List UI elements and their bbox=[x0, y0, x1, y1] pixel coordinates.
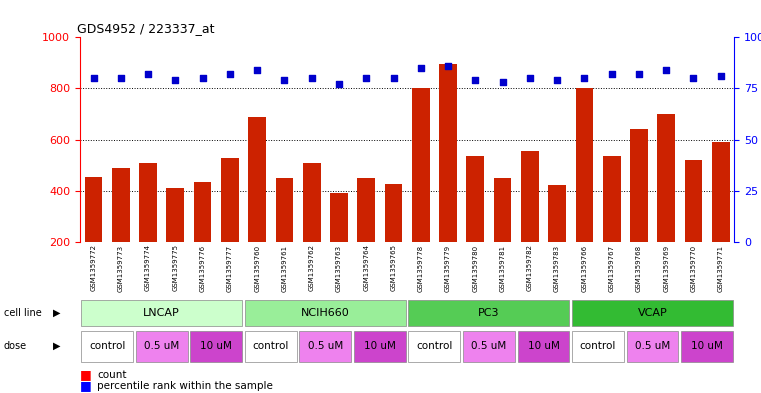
Text: 10 uM: 10 uM bbox=[200, 341, 232, 351]
Bar bbox=[139, 163, 157, 293]
Text: 10 uM: 10 uM bbox=[364, 341, 396, 351]
Bar bbox=[712, 142, 730, 293]
Text: cell line: cell line bbox=[4, 308, 42, 318]
Text: 10 uM: 10 uM bbox=[691, 341, 723, 351]
Bar bbox=[521, 151, 539, 293]
Text: GDS4952 / 223337_at: GDS4952 / 223337_at bbox=[77, 22, 214, 35]
Bar bbox=[275, 178, 293, 293]
Bar bbox=[221, 158, 239, 293]
Text: ▶: ▶ bbox=[53, 308, 61, 318]
Bar bbox=[439, 64, 457, 293]
Bar bbox=[575, 88, 594, 293]
Bar bbox=[572, 300, 733, 325]
Text: control: control bbox=[89, 341, 126, 351]
Bar bbox=[412, 88, 430, 293]
Text: control: control bbox=[253, 341, 289, 351]
Bar bbox=[409, 300, 569, 325]
Point bbox=[715, 73, 727, 79]
Point bbox=[169, 77, 181, 83]
Text: LNCAP: LNCAP bbox=[143, 308, 180, 318]
Bar bbox=[572, 331, 624, 362]
Bar bbox=[190, 331, 242, 362]
Point bbox=[660, 67, 672, 73]
Text: 0.5 uM: 0.5 uM bbox=[144, 341, 180, 351]
Text: control: control bbox=[416, 341, 453, 351]
Point bbox=[387, 75, 400, 81]
Text: percentile rank within the sample: percentile rank within the sample bbox=[97, 381, 273, 391]
Text: ■: ■ bbox=[80, 379, 91, 393]
Point bbox=[306, 75, 318, 81]
Text: NCIH660: NCIH660 bbox=[301, 308, 350, 318]
Point bbox=[251, 67, 263, 73]
Bar bbox=[630, 129, 648, 293]
Bar bbox=[330, 193, 348, 293]
Text: 0.5 uM: 0.5 uM bbox=[471, 341, 507, 351]
Text: PC3: PC3 bbox=[478, 308, 500, 318]
Point bbox=[578, 75, 591, 81]
Point bbox=[470, 77, 482, 83]
Text: 0.5 uM: 0.5 uM bbox=[307, 341, 343, 351]
Point bbox=[415, 65, 427, 71]
Point bbox=[496, 79, 508, 85]
Bar bbox=[466, 156, 484, 293]
Text: VCAP: VCAP bbox=[638, 308, 667, 318]
Bar bbox=[681, 331, 733, 362]
Bar bbox=[517, 331, 569, 362]
Point bbox=[142, 71, 154, 77]
Bar bbox=[685, 160, 702, 293]
Bar bbox=[494, 178, 511, 293]
Point bbox=[551, 77, 563, 83]
Bar bbox=[135, 331, 188, 362]
Bar bbox=[548, 185, 566, 293]
Bar bbox=[245, 331, 297, 362]
Point bbox=[442, 63, 454, 69]
Bar bbox=[194, 182, 212, 293]
Point bbox=[279, 77, 291, 83]
Bar bbox=[384, 184, 403, 293]
Bar bbox=[463, 331, 515, 362]
Point bbox=[88, 75, 100, 81]
Text: control: control bbox=[580, 341, 616, 351]
Point bbox=[687, 75, 699, 81]
Bar bbox=[81, 300, 242, 325]
Bar bbox=[245, 300, 406, 325]
Bar bbox=[409, 331, 460, 362]
Bar bbox=[626, 331, 679, 362]
Text: ■: ■ bbox=[80, 368, 91, 381]
Point bbox=[333, 81, 345, 88]
Bar bbox=[303, 163, 320, 293]
Bar bbox=[112, 168, 129, 293]
Text: 0.5 uM: 0.5 uM bbox=[635, 341, 670, 351]
Point bbox=[633, 71, 645, 77]
Text: 10 uM: 10 uM bbox=[527, 341, 559, 351]
Bar bbox=[81, 331, 133, 362]
Text: ▶: ▶ bbox=[53, 341, 61, 351]
Bar bbox=[167, 188, 184, 293]
Point bbox=[524, 75, 536, 81]
Point bbox=[224, 71, 236, 77]
Point bbox=[606, 71, 618, 77]
Bar bbox=[354, 331, 406, 362]
Text: count: count bbox=[97, 369, 127, 380]
Text: dose: dose bbox=[4, 341, 27, 351]
Bar bbox=[358, 178, 375, 293]
Bar bbox=[603, 156, 620, 293]
Bar bbox=[658, 114, 675, 293]
Point bbox=[115, 75, 127, 81]
Point bbox=[360, 75, 372, 81]
Bar bbox=[248, 116, 266, 293]
Bar bbox=[84, 176, 103, 293]
Point bbox=[196, 75, 209, 81]
Bar bbox=[299, 331, 352, 362]
